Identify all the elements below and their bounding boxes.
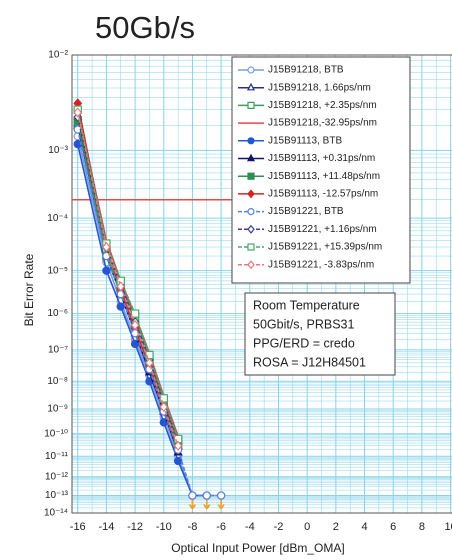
x-tick-label: -8 bbox=[188, 521, 198, 533]
y-tick-label: 10⁻⁷ bbox=[48, 344, 68, 355]
legend: J15B91218, BTB J15B91218, 1.66ps/nm J15B91… bbox=[231, 56, 411, 284]
legend-box bbox=[231, 56, 411, 284]
legend-label: J15B91221, +1.16ps/nm bbox=[268, 224, 377, 235]
y-tick-label: 10⁻⁸ bbox=[47, 376, 68, 387]
marker bbox=[188, 491, 197, 500]
marker bbox=[130, 319, 140, 331]
marker bbox=[247, 153, 255, 162]
legend-label: J15B91218, 1.66ps/nm bbox=[268, 82, 371, 93]
annotation-text: PPG/ERD = credo bbox=[253, 336, 355, 350]
x-tick-label: -6 bbox=[216, 521, 226, 533]
legend-label: J15B91113, +11.48ps/nm bbox=[268, 171, 380, 182]
error-free-arrow bbox=[188, 499, 197, 510]
legend-label: J15B91113, +0.31ps/nm bbox=[268, 153, 375, 164]
x-tick-label: -12 bbox=[127, 521, 143, 533]
marker bbox=[159, 401, 169, 413]
y-tick-label: 10⁻¹² bbox=[45, 471, 69, 482]
x-axis-label: Optical Input Power [dBm_OMA] bbox=[171, 541, 344, 555]
annotation: Room Temperature 50Gbit/s, PRBS31 PPG/ERD … bbox=[244, 292, 396, 376]
x-tick-label: -2 bbox=[274, 521, 284, 533]
series bbox=[73, 107, 183, 451]
plot-frame bbox=[71, 54, 452, 514]
marker bbox=[247, 66, 255, 74]
marker bbox=[247, 224, 255, 234]
legend-label: J15B91218,-32.95ps/nm bbox=[268, 118, 377, 129]
annotation-text: 50Gbit/s, PRBS31 bbox=[253, 317, 354, 331]
y-tick-label: 10⁻¹⁰ bbox=[44, 428, 68, 439]
x-tick-label: 8 bbox=[419, 521, 425, 533]
legend-label: J15B91218, BTB bbox=[268, 65, 344, 76]
legend-label: J15B91221, -3.83ps/nm bbox=[268, 259, 374, 270]
legend-label: J15B91113, -12.57ps/nm bbox=[268, 189, 378, 200]
y-tick-label: 10⁻² bbox=[48, 50, 68, 61]
marker bbox=[247, 260, 255, 270]
y-tick-label: 10⁻⁶ bbox=[47, 308, 68, 319]
legend-label: J15B91221, BTB bbox=[268, 206, 344, 217]
marker bbox=[247, 82, 255, 91]
legend-label: J15B91218, +2.35ps/nm bbox=[268, 100, 377, 111]
marker bbox=[116, 302, 125, 311]
marker bbox=[247, 137, 255, 145]
x-tick-label: 2 bbox=[333, 521, 339, 533]
x-tick-label: 0 bbox=[304, 521, 310, 533]
marker bbox=[102, 241, 111, 253]
y-axis-label: Bit Error Rate bbox=[22, 253, 36, 326]
y-tick-label: 10⁻⁵ bbox=[47, 265, 68, 276]
y-tick-label: 10⁻¹⁴ bbox=[44, 508, 68, 519]
marker bbox=[102, 266, 111, 275]
x-tick-label: -16 bbox=[70, 521, 86, 533]
annotation-text: Room Temperature bbox=[253, 298, 360, 312]
marker bbox=[247, 172, 255, 180]
marker bbox=[202, 491, 211, 500]
x-tick-label: -14 bbox=[98, 521, 114, 533]
marker bbox=[247, 189, 255, 199]
y-tick-label: 10⁻³ bbox=[48, 145, 68, 156]
marker bbox=[173, 440, 183, 451]
chart-title: 50Gb/s bbox=[95, 10, 195, 45]
marker bbox=[247, 208, 255, 216]
legend-label: J15B91221, +15.39ps/nm bbox=[268, 242, 382, 253]
x-tick-label: 4 bbox=[361, 521, 367, 533]
marker bbox=[247, 243, 255, 251]
x-tick-label: 6 bbox=[390, 521, 396, 533]
y-tick-label: 10⁻¹¹ bbox=[45, 451, 69, 462]
error-free-arrow bbox=[217, 499, 225, 510]
marker bbox=[130, 309, 140, 318]
x-tick-label: -10 bbox=[156, 521, 172, 533]
marker bbox=[247, 101, 255, 110]
y-tick-label: 10⁻¹³ bbox=[45, 490, 69, 501]
marker bbox=[216, 491, 226, 500]
marker bbox=[145, 357, 154, 368]
x-tick-label: -4 bbox=[245, 521, 255, 533]
legend-label: J15B91113, BTB bbox=[268, 135, 342, 146]
series-line bbox=[76, 129, 222, 497]
y-tick-label: 10⁻⁹ bbox=[47, 404, 68, 415]
annotation-text: ROSA = J12H84501 bbox=[253, 355, 366, 369]
marker bbox=[116, 281, 126, 292]
annotation-box bbox=[244, 292, 396, 376]
x-tick-label: 10 bbox=[444, 521, 452, 533]
error-free-arrow bbox=[203, 499, 211, 510]
marker bbox=[73, 107, 83, 118]
y-tick-label: 10⁻⁴ bbox=[47, 213, 68, 224]
